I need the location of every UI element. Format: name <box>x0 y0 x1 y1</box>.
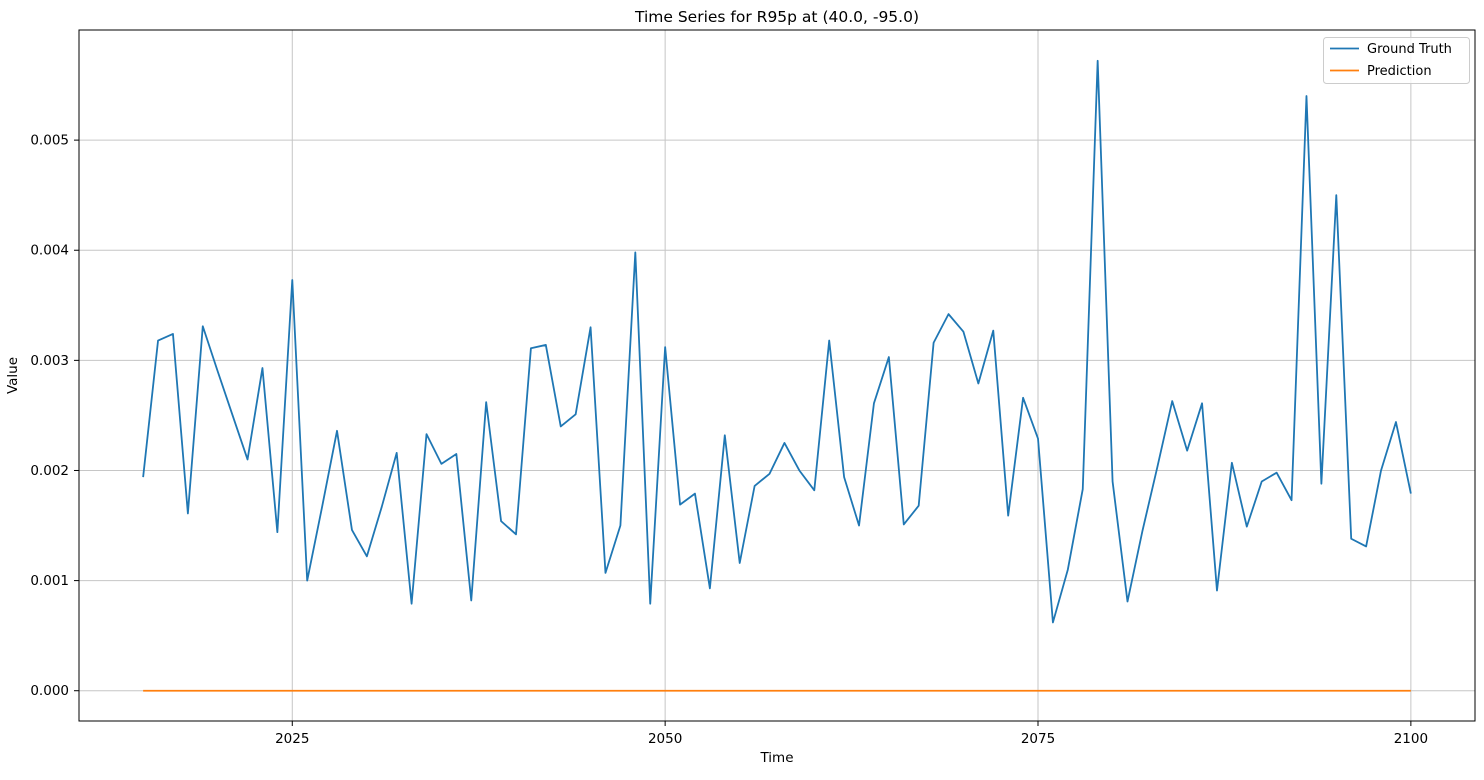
x-tick-label: 2050 <box>648 731 682 747</box>
y-tick-label: 0.001 <box>30 573 69 589</box>
x-tick-label: 2025 <box>275 731 309 747</box>
x-tick-label: 2075 <box>1021 731 1055 747</box>
legend-label-ground-truth: Ground Truth <box>1367 42 1452 57</box>
grid-layer <box>79 30 1475 721</box>
y-tick-label: 0.005 <box>30 133 69 149</box>
chart-title: Time Series for R95p at (40.0, -95.0) <box>634 8 919 26</box>
y-tick-label: 0.003 <box>30 353 69 369</box>
series-layer <box>142 59 1412 692</box>
ground-truth-line <box>142 59 1412 624</box>
x-tick-label: 2100 <box>1394 731 1428 747</box>
x-axis-label: Time <box>759 750 793 766</box>
y-tick-label: 0.002 <box>30 463 69 479</box>
y-tick-label: 0.004 <box>30 243 69 259</box>
legend-box <box>1323 37 1470 84</box>
legend: Ground Truth Prediction <box>1323 37 1470 84</box>
legend-label-prediction: Prediction <box>1367 64 1432 79</box>
axes-layer: 2025 2050 2075 2100 0.000 0.001 0.002 0.003 0.00… <box>30 29 1476 747</box>
y-tick-label: 0.000 <box>30 683 69 699</box>
plot-border <box>78 29 1476 722</box>
y-axis-label: Value <box>5 357 21 394</box>
